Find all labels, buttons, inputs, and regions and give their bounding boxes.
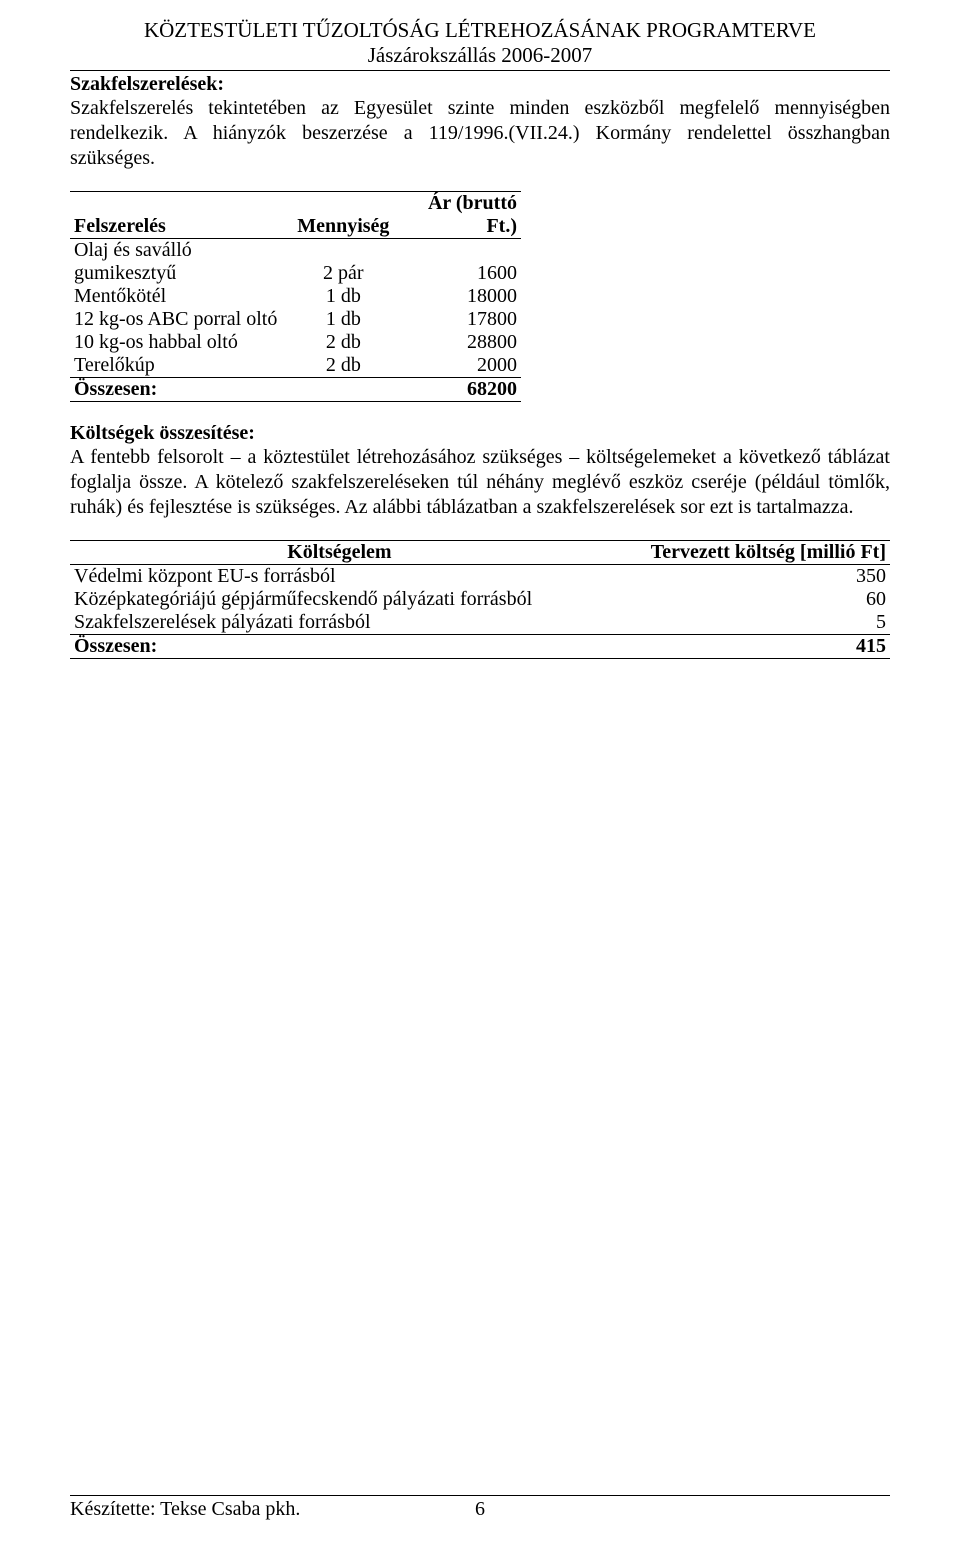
table-row: Szakfelszerelések pályázati forrásból 5 [70, 611, 890, 635]
section2-title: Költségek összesítése: [70, 422, 890, 445]
col-header-item: Költségelem [70, 541, 609, 565]
doc-title: KÖZTESTÜLETI TŰZOLTÓSÁG LÉTREHOZÁSÁNAK P… [70, 18, 890, 43]
total-value: 415 [609, 635, 890, 659]
cell-price: 18000 [393, 285, 521, 308]
table-row: Terelőkúp 2 db 2000 [70, 354, 521, 378]
cell-cost: 60 [609, 588, 890, 611]
cost-table: Költségelem Tervezett költség [millió Ft… [70, 540, 890, 659]
section2-paragraph: A fentebb felsorolt – a köztestület létr… [70, 445, 890, 520]
cell-item: Középkategóriájú gépjárműfecskendő pályá… [70, 588, 609, 611]
page: KÖZTESTÜLETI TŰZOLTÓSÁG LÉTREHOZÁSÁNAK P… [0, 0, 960, 1556]
cell-item: 10 kg-os habbal oltó [70, 331, 293, 354]
table-row: Mentőkötél 1 db 18000 [70, 285, 521, 308]
cell-item: Védelmi központ EU-s forrásból [70, 565, 609, 589]
cell-cost: 350 [609, 565, 890, 589]
cell-price: 2000 [393, 354, 521, 378]
cell-item: Mentőkötél [70, 285, 293, 308]
table-row: Középkategóriájú gépjárműfecskendő pályá… [70, 588, 890, 611]
cell-qty: 2 db [293, 331, 393, 354]
page-footer: Készítette: Tekse Csaba pkh. 6 [70, 1495, 890, 1521]
table-row: Védelmi központ EU-s forrásból 350 [70, 565, 890, 589]
cell-item: 12 kg-os ABC porral oltó [70, 308, 293, 331]
section1-title: Szakfelszerelések: [70, 73, 890, 96]
col-header-qty: Mennyiség [293, 192, 393, 239]
table-header-row: Felszerelés Mennyiség Ár (bruttó Ft.) [70, 192, 521, 239]
cell-item: Terelőkúp [70, 354, 293, 378]
cell-qty: 2 pár [293, 239, 393, 286]
table-header-row: Költségelem Tervezett költség [millió Ft… [70, 541, 890, 565]
table-total-row: Összesen: 68200 [70, 378, 521, 402]
table-row: Olaj és saválló gumikesztyű 2 pár 1600 [70, 239, 521, 286]
col-header-item: Felszerelés [70, 192, 293, 239]
cell-price: 1600 [393, 239, 521, 286]
footer-page-number: 6 [475, 1498, 485, 1521]
total-value: 68200 [393, 378, 521, 402]
table-row: 12 kg-os ABC porral oltó 1 db 17800 [70, 308, 521, 331]
cell-price: 28800 [393, 331, 521, 354]
cell-item: Szakfelszerelések pályázati forrásból [70, 611, 609, 635]
cell-qty: 2 db [293, 354, 393, 378]
footer-author: Készítette: Tekse Csaba pkh. [70, 1498, 300, 1520]
section1-paragraph: Szakfelszerelés tekintetében az Egyesüle… [70, 96, 890, 171]
col-header-price: Ár (bruttó Ft.) [393, 192, 521, 239]
cell-cost: 5 [609, 611, 890, 635]
cell-qty: 1 db [293, 285, 393, 308]
cell-qty: 1 db [293, 308, 393, 331]
col-header-cost: Tervezett költség [millió Ft] [609, 541, 890, 565]
doc-subtitle: Jászárokszállás 2006-2007 [70, 43, 890, 68]
table-total-row: Összesen: 415 [70, 635, 890, 659]
cell-price: 17800 [393, 308, 521, 331]
cell-item: Olaj és saválló gumikesztyű [70, 239, 293, 286]
total-label: Összesen: [70, 635, 609, 659]
total-label: Összesen: [70, 378, 293, 402]
header-rule [70, 70, 890, 71]
table-row: 10 kg-os habbal oltó 2 db 28800 [70, 331, 521, 354]
equipment-table: Felszerelés Mennyiség Ár (bruttó Ft.) Ol… [70, 191, 521, 402]
